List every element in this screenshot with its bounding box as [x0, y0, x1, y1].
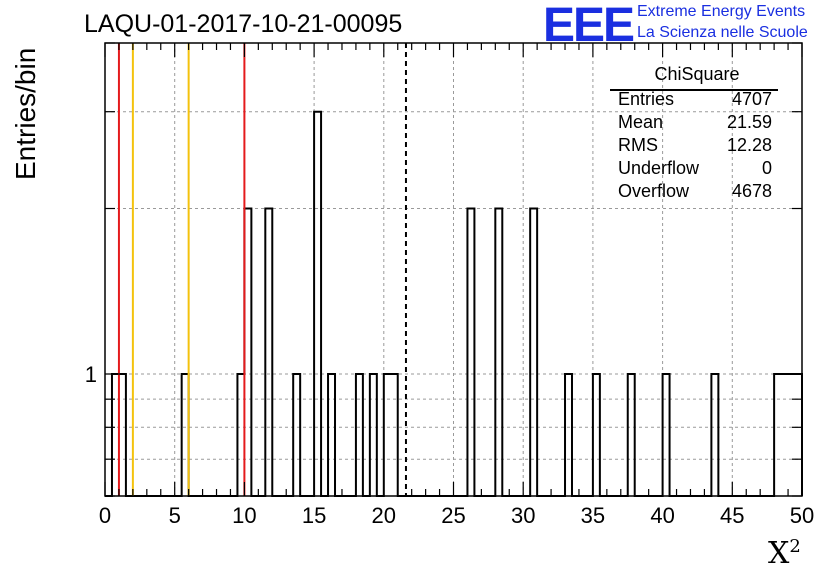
stats-label: Overflow: [618, 181, 690, 201]
stats-value: 21.59: [726, 112, 772, 132]
stats-label: Mean: [618, 112, 664, 132]
histogram-bin: [593, 374, 600, 496]
histogram-bin: [314, 112, 321, 496]
stats-title-underline: [610, 89, 778, 91]
logo-tagline-2: La Scienza nelle Scuole: [637, 24, 808, 41]
stats-label: RMS: [618, 135, 658, 155]
histogram-bin: [265, 209, 272, 496]
histogram-bin: [370, 374, 377, 496]
histogram-bin: [467, 209, 474, 496]
x-tick-label: 10: [232, 503, 256, 528]
stats-row-mean: Mean 21.59: [610, 111, 780, 134]
stats-row-rms: RMS 12.28: [610, 134, 780, 157]
plot-title: LAQU-01-2017-10-21-00095: [84, 10, 403, 38]
eee-logo: EEE: [543, 0, 635, 52]
stats-row-underflow: Underflow 0: [610, 157, 780, 180]
x-tick-label: 25: [441, 503, 465, 528]
x-tick-label: 20: [372, 503, 396, 528]
histogram-bin: [795, 374, 802, 496]
stats-value: 4678: [731, 181, 772, 201]
histogram-bin: [663, 374, 670, 496]
stats-label: Underflow: [618, 158, 700, 178]
x-axis-label-superscript: 2: [789, 536, 801, 557]
histogram-bin: [565, 374, 572, 496]
stats-label: Entries: [618, 89, 675, 109]
x-tick-label: 50: [790, 503, 814, 528]
logo-tagline-1: Extreme Energy Events: [637, 3, 806, 20]
histogram-bin: [182, 374, 189, 496]
histogram-bin: [328, 374, 335, 496]
histogram-bin: [391, 374, 398, 496]
stats-row-overflow: Overflow 4678: [610, 180, 780, 203]
histogram-bin: [237, 374, 244, 496]
histogram-bin: [711, 374, 718, 496]
stats-box: ChiSquare Entries 4707 Mean 21.59 RMS 12.28…: [610, 64, 780, 203]
stats-value: 0: [761, 158, 772, 178]
x-axis-label-main: X: [768, 536, 790, 571]
x-axis-label: X2: [768, 536, 801, 571]
stats-row-entries: Entries 4707: [610, 88, 780, 111]
histogram-bin: [244, 209, 251, 496]
histogram-bin: [530, 209, 537, 496]
y-tick-label: 1: [85, 362, 97, 387]
x-tick-label: 45: [720, 503, 744, 528]
x-tick-label: 15: [302, 503, 326, 528]
histogram-bin: [788, 374, 795, 496]
x-tick-label: 30: [511, 503, 535, 528]
stats-value: 12.28: [726, 135, 772, 155]
x-tick-label: 5: [169, 503, 181, 528]
histogram-bin: [384, 374, 391, 496]
histogram-bin: [356, 374, 363, 496]
x-tick-label: 0: [99, 503, 111, 528]
histogram-bin: [495, 209, 502, 496]
histogram-bin: [293, 374, 300, 496]
x-tick-label: 35: [581, 503, 605, 528]
histogram-bin: [112, 374, 119, 496]
histogram-bin: [119, 374, 126, 496]
histogram-bin: [781, 374, 788, 496]
histogram-bin: [628, 374, 635, 496]
histogram-bin: [774, 374, 781, 496]
x-tick-label: 40: [650, 503, 674, 528]
stats-value: 4707: [731, 89, 772, 109]
y-axis-label: Entries/bin: [10, 47, 41, 180]
stats-title: ChiSquare: [654, 64, 740, 84]
